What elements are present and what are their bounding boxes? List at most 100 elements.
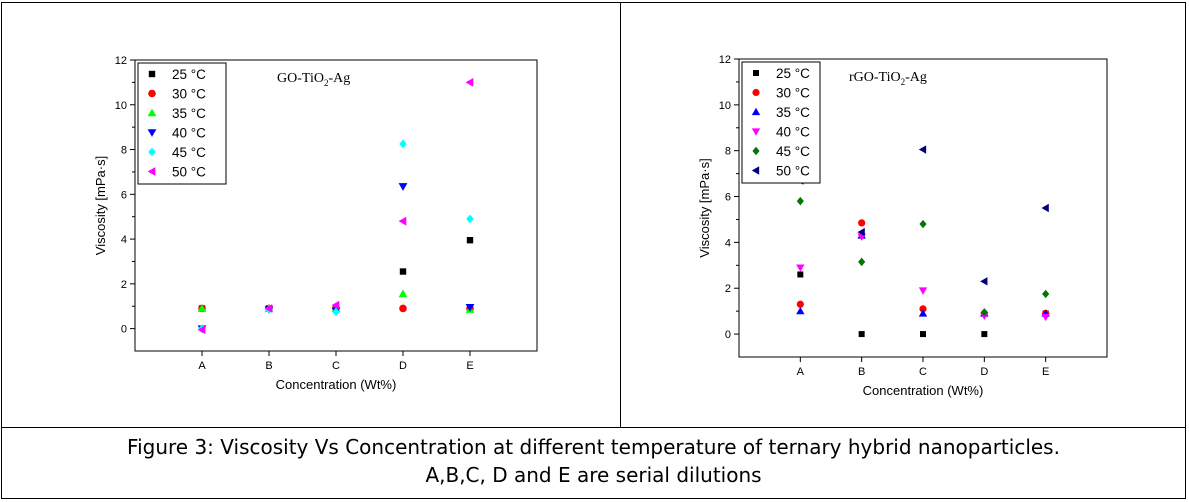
data-point (398, 216, 407, 226)
y-tick-label: 6 (121, 189, 127, 201)
y-axis-label: Viscosity [mPa·s] (93, 156, 108, 255)
x-tick-label: D (980, 366, 988, 378)
data-point (465, 77, 474, 87)
x-tick-label: A (198, 360, 206, 372)
data-point (197, 304, 207, 312)
caption-line-2: A,B,C, D and E are serial dilutions (425, 463, 762, 487)
legend-marker (147, 108, 157, 117)
y-tick-label: 2 (121, 279, 127, 291)
legend-marker (752, 88, 760, 97)
legend-label: 40 °C (776, 125, 810, 140)
data-point (466, 214, 474, 224)
x-tick-label: C (332, 360, 340, 372)
legend-marker (148, 147, 156, 157)
x-tick-label: E (466, 360, 473, 372)
y-tick-label: 6 (725, 192, 731, 204)
y-tick-label: 0 (121, 324, 127, 336)
caption-line-1: Figure 3: Viscosity Vs Concentration at … (127, 435, 1060, 459)
data-point (980, 308, 988, 317)
data-point (796, 264, 805, 272)
data-point (466, 236, 474, 244)
data-point (918, 145, 927, 154)
caption-divider (1, 427, 1186, 428)
data-point (399, 304, 407, 313)
x-axis-label: Concentration (Wt%) (276, 377, 397, 392)
legend-label: 30 °C (776, 86, 810, 101)
legend-marker (751, 107, 761, 116)
data-point (399, 139, 407, 149)
chart-title: rGO-TiO2-Ag (849, 70, 927, 87)
chart-title: GO-TiO2-Ag (277, 71, 350, 88)
y-tick-label: 8 (725, 146, 731, 158)
legend-label: 45 °C (172, 145, 206, 160)
data-point (399, 268, 407, 275)
figure-caption: Figure 3: Viscosity Vs Concentration at … (1, 428, 1186, 489)
legend-marker (147, 167, 156, 176)
data-point (332, 307, 340, 317)
legend-box (137, 62, 227, 185)
legend-label: 50 °C (776, 164, 810, 179)
data-point (858, 331, 865, 338)
x-tick-label: E (1042, 366, 1049, 378)
panel-divider (620, 2, 621, 427)
data-point (796, 306, 805, 315)
data-point (797, 271, 804, 278)
data-point (919, 305, 927, 313)
data-point (796, 300, 804, 308)
y-tick-label: 10 (115, 100, 127, 112)
legend-marker (147, 129, 157, 137)
legend-marker (751, 166, 760, 175)
x-tick-label: A (797, 366, 805, 378)
legend-label: 35 °C (776, 105, 810, 120)
x-tick-label: D (399, 360, 407, 372)
data-point (981, 331, 988, 338)
data-point (920, 331, 926, 338)
y-tick-label: 4 (725, 237, 731, 249)
data-point (858, 219, 866, 227)
data-point (264, 304, 273, 313)
data-point (1041, 313, 1050, 322)
data-point (1042, 289, 1050, 299)
x-tick-label: C (919, 366, 927, 378)
data-point (858, 257, 866, 267)
data-point (857, 227, 865, 237)
data-point (197, 325, 206, 335)
data-point (1041, 203, 1049, 213)
y-tick-label: 4 (121, 234, 127, 246)
data-point (980, 277, 988, 286)
legend-marker (753, 70, 759, 76)
y-tick-label: 0 (725, 329, 731, 341)
data-point (919, 219, 927, 229)
legend-label: 30 °C (172, 87, 206, 102)
data-point (465, 304, 475, 312)
data-point (796, 196, 804, 206)
legend-label: 40 °C (172, 126, 206, 141)
legend-label: 25 °C (172, 67, 206, 82)
legend-label: 25 °C (776, 66, 810, 81)
x-axis-label: Concentration (Wt%) (863, 383, 984, 398)
chart-rgo-tio2-ag: 0 2 4 6 8 10 12 A B C D E Concentration (Wt%) Viscosi… (697, 54, 1108, 398)
y-tick-label: 12 (115, 55, 127, 67)
legend-label: 35 °C (172, 106, 206, 121)
y-axis-label: Viscosity [mPa·s] (697, 158, 712, 257)
y-tick-label: 10 (719, 100, 731, 112)
data-point (331, 300, 340, 310)
chart-go-tio2-ag: 0 2 4 6 8 10 12 A B C D E Concentration (Wt%) Viscosi… (93, 55, 538, 392)
legend-marker (148, 70, 156, 78)
data-point (918, 309, 928, 317)
y-tick-label: 8 (121, 145, 127, 157)
legend-box (741, 61, 821, 184)
data-point (918, 287, 928, 295)
legend-marker (752, 146, 760, 156)
legend-marker (148, 89, 156, 98)
legend-label: 50 °C (172, 165, 206, 180)
y-tick-label: 2 (725, 283, 731, 295)
legend-label: 45 °C (776, 144, 810, 159)
data-point (398, 183, 408, 191)
data-point (398, 289, 408, 298)
legend-marker (751, 128, 761, 136)
x-tick-label: B (265, 360, 272, 372)
x-tick-label: B (858, 366, 865, 378)
y-tick-label: 12 (719, 54, 731, 66)
